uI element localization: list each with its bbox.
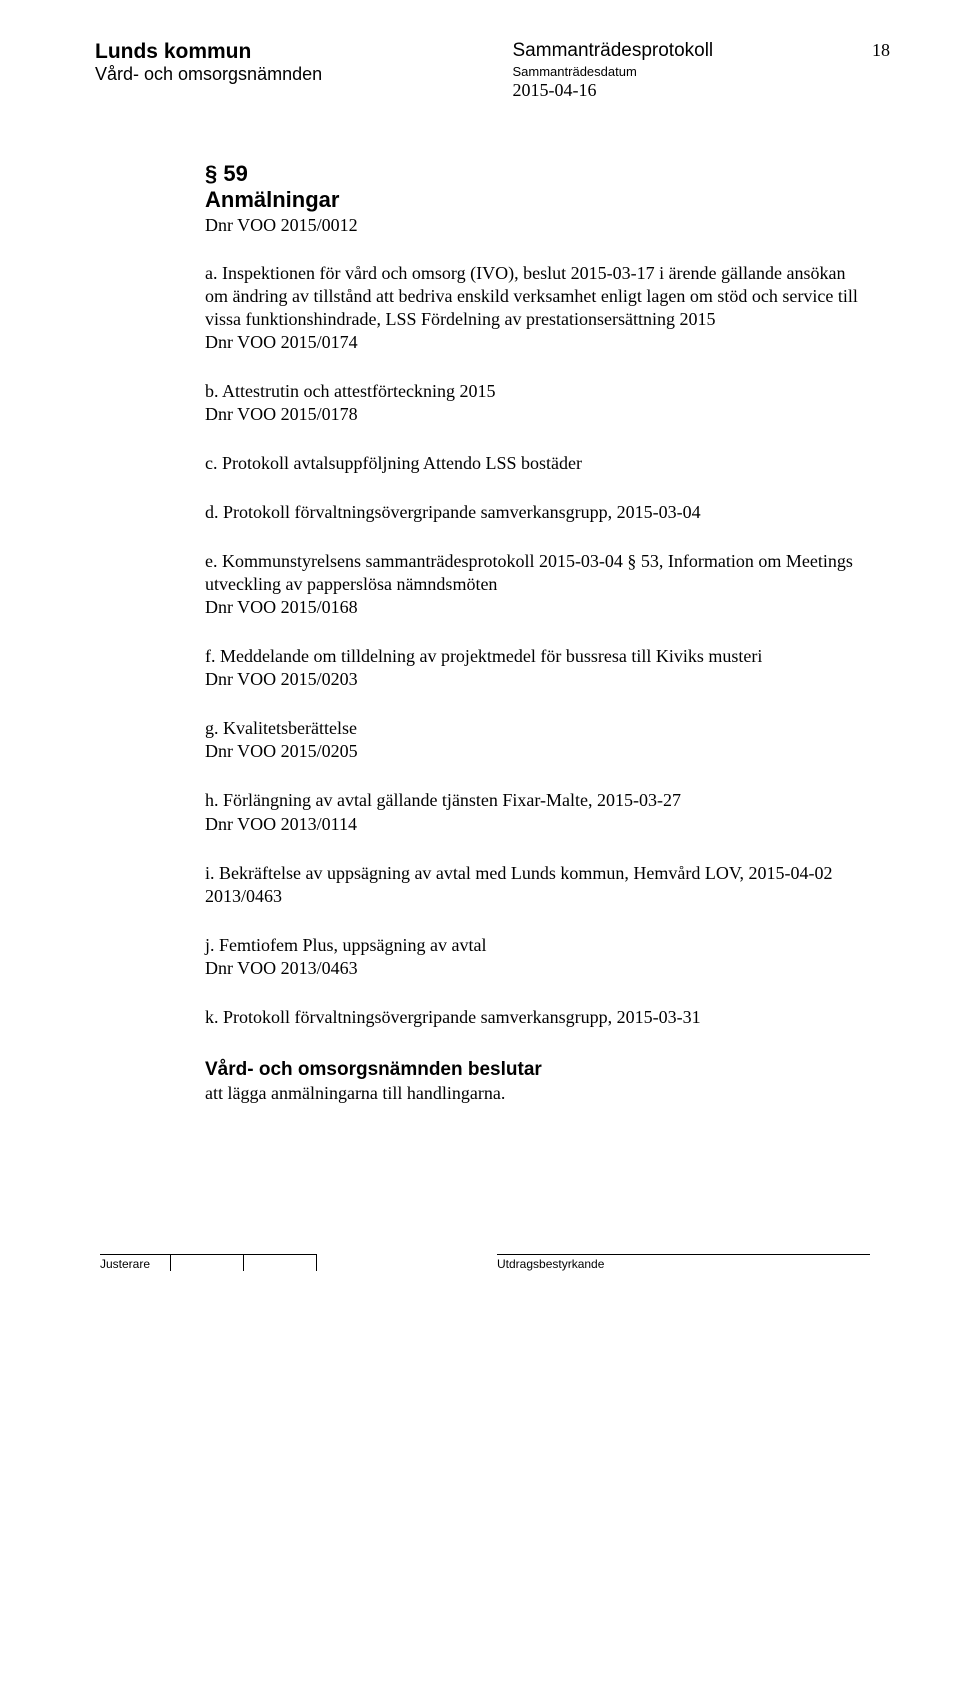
page-number: 18: [872, 40, 890, 61]
header-left: Lunds kommun Vård- och omsorgsnämnden: [95, 40, 453, 85]
page-footer: Justerare Utdragsbestyrkande: [95, 1254, 870, 1271]
list-item: j. Femtiofem Plus, uppsägning av avtalDn…: [205, 934, 860, 980]
meeting-date-label: Sammanträdesdatum: [513, 64, 871, 79]
document-content: § 59 Anmälningar Dnr VOO 2015/0012 a. In…: [205, 161, 860, 1104]
committee-name: Vård- och omsorgsnämnden: [95, 64, 453, 85]
organization-name: Lunds kommun: [95, 40, 453, 64]
section-title: Anmälningar: [205, 187, 860, 213]
decision-heading: Vård- och omsorgsnämnden beslutar: [205, 1059, 860, 1081]
list-item: i. Bekräftelse av uppsägning av avtal me…: [205, 862, 860, 908]
protocol-title: Sammanträdesprotokoll: [513, 40, 871, 62]
list-item: a. Inspektionen för vård och omsorg (IVO…: [205, 262, 860, 354]
list-item: e. Kommunstyrelsens sammanträdesprotokol…: [205, 550, 860, 619]
list-item: b. Attestrutin och attestförteckning 201…: [205, 380, 860, 426]
meeting-date-value: 2015-04-16: [513, 80, 871, 101]
list-item: h. Förlängning av avtal gällande tjänste…: [205, 789, 860, 835]
footer-signature-box: [170, 1254, 243, 1271]
list-item: g. KvalitetsberättelseDnr VOO 2015/0205: [205, 717, 860, 763]
section-dnr: Dnr VOO 2015/0012: [205, 215, 860, 236]
list-item: k. Protokoll förvaltningsövergripande sa…: [205, 1006, 860, 1029]
decision-body: att lägga anmälningarna till handlingarn…: [205, 1083, 860, 1104]
list-item: d. Protokoll förvaltningsövergripande sa…: [205, 501, 860, 524]
list-item: f. Meddelande om tilldelning av projektm…: [205, 645, 860, 691]
list-item: c. Protokoll avtalsuppföljning Attendo L…: [205, 452, 860, 475]
footer-signature-box: [243, 1254, 317, 1271]
footer-justerare-label: Justerare: [100, 1254, 170, 1271]
header-right: Sammanträdesprotokoll Sammanträdesdatum …: [453, 40, 871, 101]
footer-utdrag-label: Utdragsbestyrkande: [497, 1254, 870, 1271]
section-marker: § 59: [205, 161, 860, 187]
items-list: a. Inspektionen för vård och omsorg (IVO…: [205, 262, 860, 1029]
footer-row: Justerare Utdragsbestyrkande: [100, 1254, 870, 1271]
document-header: Lunds kommun Vård- och omsorgsnämnden Sa…: [95, 40, 870, 101]
page-container: 18 Lunds kommun Vård- och omsorgsnämnden…: [0, 0, 960, 1301]
